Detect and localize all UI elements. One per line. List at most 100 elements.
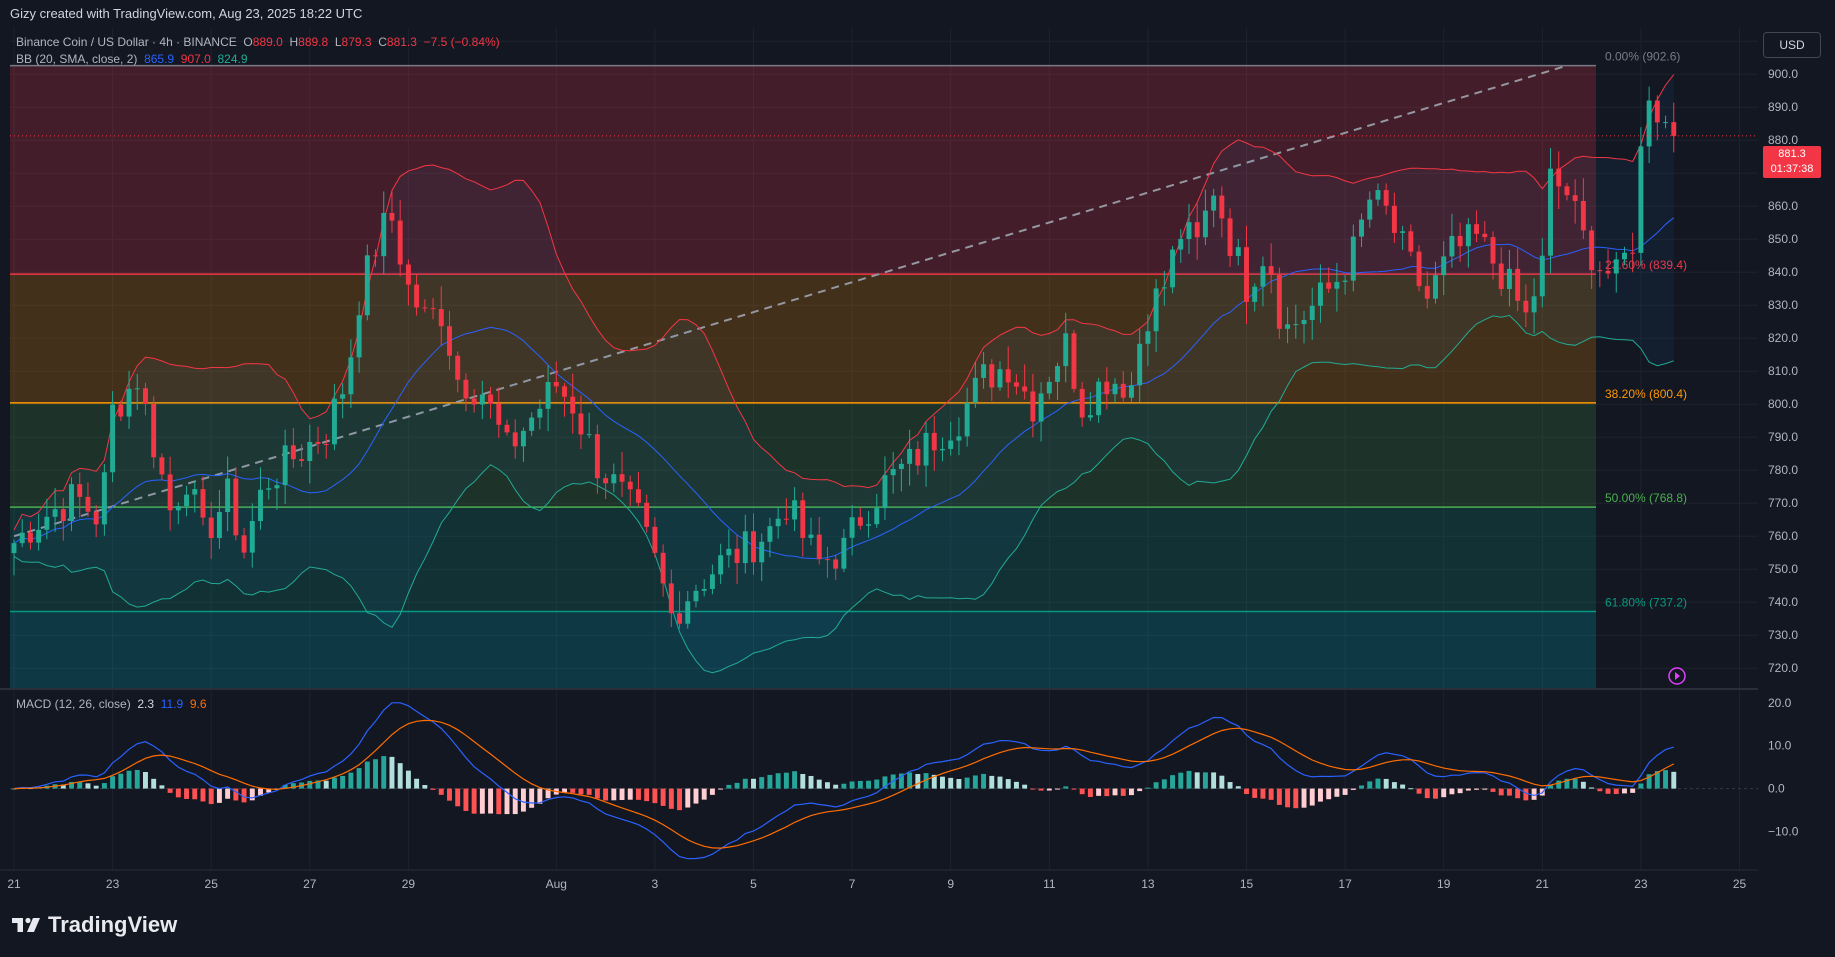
candle bbox=[972, 362, 978, 408]
candle-body bbox=[1268, 266, 1274, 276]
candlesticks[interactable] bbox=[11, 86, 1677, 629]
macd-histogram-bar bbox=[373, 759, 378, 789]
candle-body bbox=[1219, 195, 1225, 219]
time-scale[interactable]: 21 23 25 27 29 Aug 3 5 7 9 11 13 15 17 19 21 23 25 bbox=[0, 869, 1758, 891]
candle bbox=[726, 529, 732, 568]
macd-histogram-bar bbox=[940, 776, 945, 789]
candle-body bbox=[110, 404, 116, 473]
macd-histogram-bar bbox=[307, 780, 313, 789]
attribution-bar: Gizy created with TradingView.com, Aug 2… bbox=[0, 0, 1835, 28]
macd-histogram-bar bbox=[529, 788, 535, 808]
candle bbox=[915, 441, 921, 475]
candle bbox=[685, 590, 691, 629]
candle bbox=[315, 426, 321, 454]
candle-body bbox=[857, 517, 863, 526]
macd-histogram-bar bbox=[455, 788, 461, 807]
macd-histogram-bar bbox=[931, 774, 937, 789]
candle-body bbox=[1506, 268, 1512, 290]
candle bbox=[1129, 372, 1134, 402]
macd-histogram-bar bbox=[1194, 772, 1200, 789]
macd-histogram-bar bbox=[668, 788, 674, 809]
candle bbox=[1055, 362, 1060, 400]
candle bbox=[381, 191, 387, 275]
candle-body bbox=[1317, 282, 1323, 306]
bb-upper-line bbox=[13, 74, 1675, 531]
candle-body bbox=[1449, 235, 1455, 257]
tradingview-logo[interactable]: TradingView bbox=[12, 912, 177, 938]
macd-histogram-bar bbox=[1252, 788, 1258, 798]
candle-body bbox=[1129, 385, 1134, 398]
replay-icon[interactable] bbox=[1668, 667, 1686, 685]
macd-histogram-bar bbox=[989, 775, 995, 789]
candle-body bbox=[1646, 100, 1652, 147]
macd-histogram-bar bbox=[882, 776, 888, 789]
candle bbox=[553, 361, 559, 393]
candle-body bbox=[438, 309, 444, 327]
candle-body bbox=[290, 445, 296, 460]
candle-body bbox=[1465, 224, 1471, 247]
candle bbox=[101, 463, 107, 536]
candle bbox=[274, 478, 280, 510]
candle-body bbox=[36, 529, 42, 543]
candle bbox=[1317, 264, 1323, 323]
candle-body bbox=[504, 424, 510, 433]
candle-body bbox=[11, 543, 17, 554]
candle bbox=[997, 361, 1003, 391]
macd-histogram-bar bbox=[1268, 788, 1274, 800]
macd-histogram-bar bbox=[430, 788, 436, 790]
candle bbox=[1572, 179, 1578, 224]
candle bbox=[1498, 247, 1504, 297]
fibonacci-retracement[interactable]: 0.00% (902.6) 23.60% (839.4) 38.20% (800.4… bbox=[10, 50, 1687, 688]
chart-canvas[interactable]: 0.00% (902.6) 23.60% (839.4) 38.20% (800.4… bbox=[0, 28, 1835, 898]
macd-histogram-bar bbox=[241, 788, 247, 803]
macd-histogram-bar bbox=[1334, 788, 1340, 797]
macd-histogram-bar bbox=[1646, 774, 1652, 789]
macd-histogram-bar bbox=[594, 788, 600, 799]
candle bbox=[570, 373, 576, 434]
candle-body bbox=[652, 526, 658, 553]
fib-trend-line[interactable] bbox=[13, 64, 1568, 538]
macd-legend[interactable]: MACD (12, 26, close) 2.3 11.9 9.6 bbox=[16, 697, 207, 711]
symbol-title[interactable]: Binance Coin / US Dollar · 4h · BINANCE bbox=[16, 35, 237, 49]
candle bbox=[742, 514, 748, 574]
macd-histogram-bar bbox=[685, 788, 691, 808]
candle bbox=[1285, 307, 1291, 344]
macd-histogram-bar bbox=[1309, 788, 1315, 806]
candle-body bbox=[447, 326, 452, 356]
time-tick-label: 9 bbox=[947, 877, 954, 891]
candle-body bbox=[381, 212, 387, 257]
macd-histogram-bar bbox=[570, 788, 576, 793]
candle-body bbox=[833, 559, 839, 569]
macd-histogram-bar bbox=[742, 778, 748, 789]
macd-histogram-bar bbox=[1367, 781, 1373, 789]
candle-body bbox=[19, 532, 25, 544]
candle bbox=[578, 395, 584, 450]
candle-body bbox=[570, 396, 576, 414]
candle-body bbox=[1285, 324, 1291, 329]
macd-histogram-bar bbox=[414, 778, 420, 789]
candle-body bbox=[1474, 224, 1480, 234]
candle-body bbox=[1589, 230, 1595, 271]
candle bbox=[1268, 243, 1274, 294]
currency-button[interactable]: USD bbox=[1763, 32, 1821, 58]
fib-level-label: 23.60% (839.4) bbox=[1605, 258, 1687, 272]
candle bbox=[874, 493, 880, 528]
macd-histogram-bar bbox=[1506, 788, 1512, 796]
candle bbox=[77, 472, 83, 518]
bb-legend-row[interactable]: BB (20, SMA, close, 2) 865.9 907.0 824.9 bbox=[16, 51, 500, 68]
macd-pane[interactable] bbox=[10, 702, 1758, 860]
candle-body bbox=[1433, 275, 1438, 299]
macd-histogram-bar bbox=[389, 756, 395, 789]
time-tick-label: 13 bbox=[1141, 877, 1155, 891]
candle bbox=[1663, 115, 1669, 129]
candle-body bbox=[1457, 235, 1463, 247]
candle bbox=[356, 301, 362, 373]
price-tick-label: 900.0 bbox=[1768, 67, 1798, 81]
candle-body bbox=[520, 430, 526, 447]
candle-body bbox=[1153, 288, 1159, 332]
price-tick-label: 840.0 bbox=[1768, 265, 1798, 279]
macd-histogram-bar bbox=[381, 756, 387, 789]
macd-histogram-bar bbox=[1079, 788, 1085, 795]
candle-body bbox=[315, 441, 321, 444]
